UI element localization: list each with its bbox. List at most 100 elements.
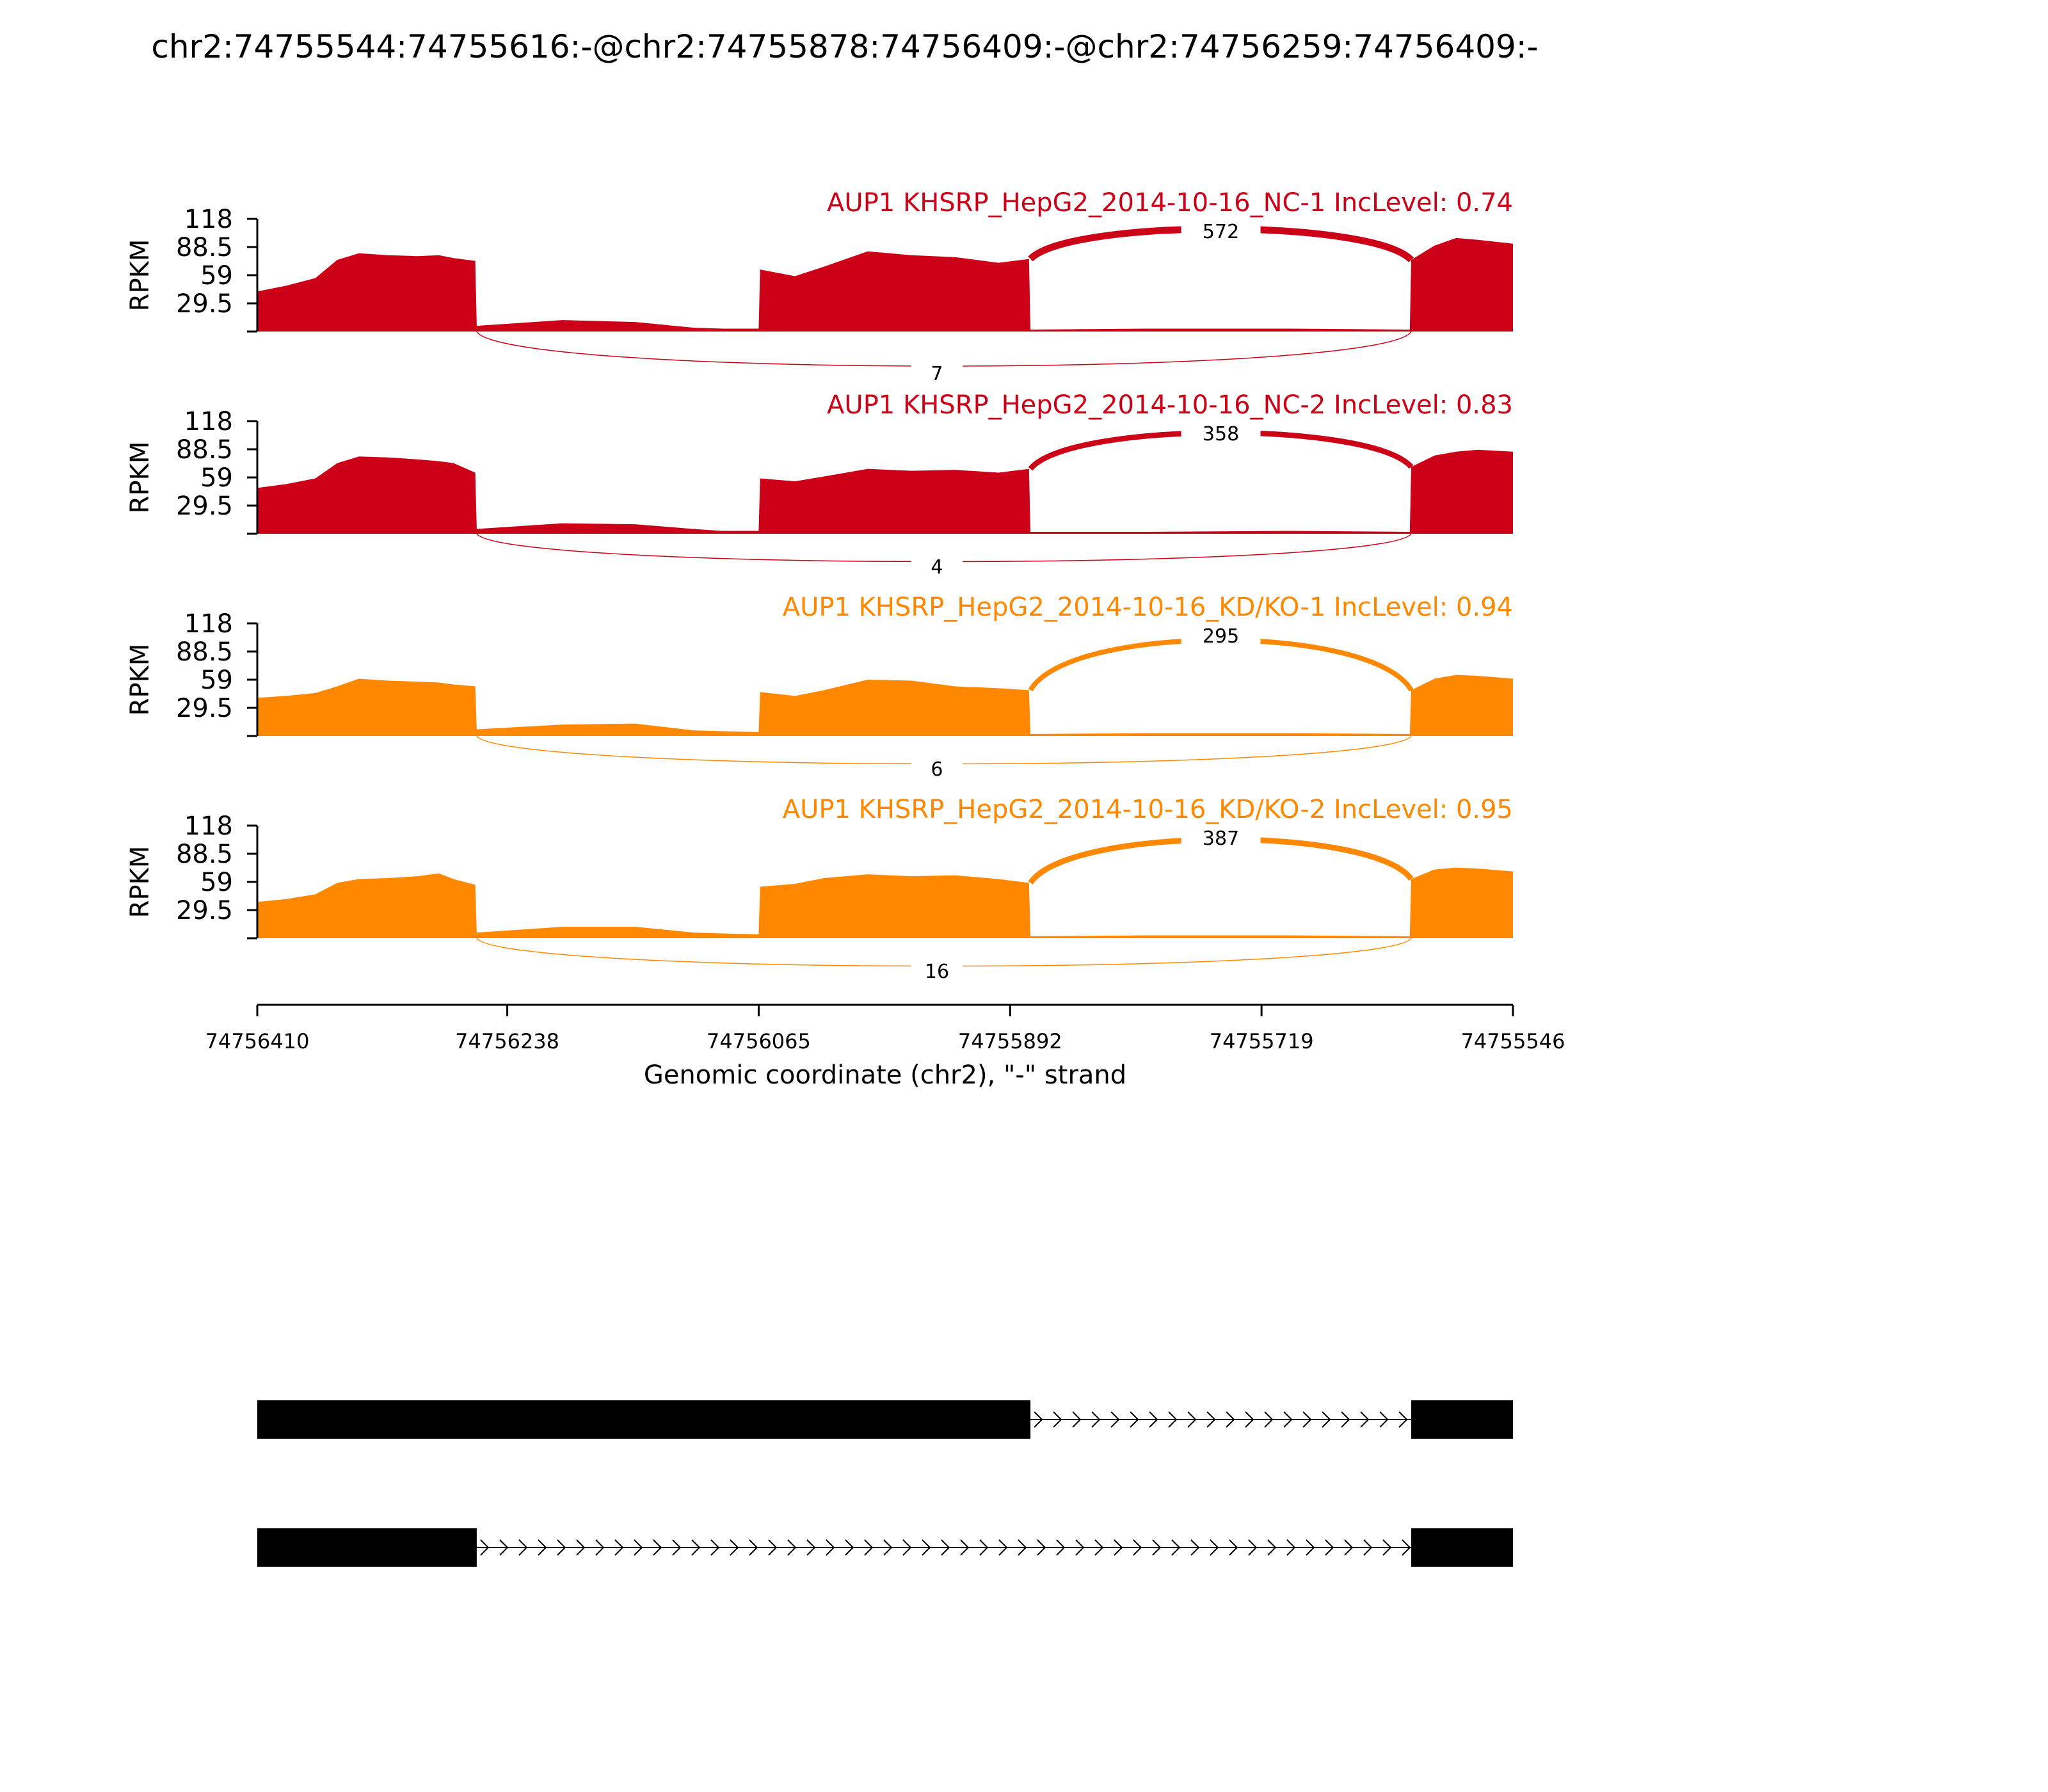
junction-label-bg [1181, 219, 1261, 243]
y-tick-label: 88.5 [176, 435, 233, 465]
y-tick-label: 29.5 [176, 492, 233, 521]
y-tick-label: 88.5 [176, 637, 233, 667]
y-tick-label: 29.5 [176, 896, 233, 925]
y-tick-label: 118 [184, 205, 233, 234]
strand-chevron [1187, 1411, 1197, 1428]
strand-chevron [1114, 1539, 1123, 1556]
strand-chevron [1267, 1539, 1277, 1556]
strand-chevron [1341, 1411, 1350, 1428]
strand-chevron [1149, 1411, 1158, 1428]
junction-count-label: 16 [925, 961, 949, 983]
strand-chevron [653, 1539, 662, 1556]
strand-chevron [480, 1539, 490, 1556]
strand-chevron [1091, 1411, 1101, 1428]
junction-label-bg [1181, 826, 1261, 850]
coverage-area [257, 867, 1513, 938]
strand-chevron [1171, 1539, 1181, 1556]
coverage-area [257, 237, 1513, 332]
strand-chevron [710, 1539, 720, 1556]
exon-block [1411, 1400, 1513, 1439]
isoform-row [257, 1528, 1513, 1567]
strand-chevron [1382, 1539, 1392, 1556]
strand-chevron [1248, 1539, 1258, 1556]
strand-chevron [730, 1539, 739, 1556]
junction-count-label: 6 [931, 758, 943, 781]
strand-chevron [576, 1539, 586, 1556]
strand-chevron [538, 1539, 547, 1556]
exon-block [257, 1528, 477, 1567]
y-tick-label: 59 [200, 666, 233, 695]
strand-chevron [1402, 1539, 1411, 1556]
strand-chevron [1168, 1411, 1178, 1428]
strand-chevron [960, 1539, 970, 1556]
x-tick-label: 74756238 [455, 1029, 559, 1053]
strand-chevron [1037, 1539, 1046, 1556]
strand-chevron [1245, 1411, 1254, 1428]
strand-chevron [1398, 1411, 1408, 1428]
y-tick-label: 118 [184, 609, 233, 639]
junction-label-bg [911, 961, 963, 983]
junction-count-label: 387 [1203, 828, 1239, 850]
y-tick-label: 29.5 [176, 289, 233, 319]
strand-chevron [1322, 1411, 1331, 1428]
strand-chevron [1283, 1411, 1293, 1428]
exon-block [257, 1400, 1031, 1439]
y-tick-label: 29.5 [176, 694, 233, 723]
coverage-area [257, 449, 1513, 534]
strand-chevron [1075, 1539, 1085, 1556]
strand-chevron [1210, 1539, 1219, 1556]
strand-chevron [1018, 1539, 1027, 1556]
strand-chevron [1206, 1411, 1216, 1428]
y-tick-label: 118 [184, 407, 233, 436]
y-axis-label: RPKM [125, 644, 155, 716]
strand-chevron [1363, 1539, 1373, 1556]
strand-chevron [749, 1539, 758, 1556]
strand-chevron [998, 1539, 1008, 1556]
y-tick-label: 59 [200, 868, 233, 897]
sample-title: AUP1 KHSRP_HepG2_2014-10-16_KD/KO-2 IncL… [783, 795, 1513, 824]
junction-label-bg [911, 557, 963, 579]
y-tick-label: 88.5 [176, 840, 233, 869]
x-tick-label: 74755719 [1210, 1029, 1314, 1053]
strand-chevron [691, 1539, 701, 1556]
strand-chevron [1110, 1411, 1120, 1428]
strand-chevron [1226, 1411, 1235, 1428]
strand-chevron [864, 1539, 874, 1556]
strand-chevron [1286, 1539, 1296, 1556]
strand-chevron [1053, 1411, 1062, 1428]
strand-chevron [634, 1539, 643, 1556]
sample-title: AUP1 KHSRP_HepG2_2014-10-16_NC-1 IncLeve… [827, 188, 1513, 218]
strand-chevron [826, 1539, 835, 1556]
strand-chevron [1379, 1411, 1389, 1428]
strand-chevron [1325, 1539, 1334, 1556]
strand-chevron [768, 1539, 778, 1556]
strand-chevron [1056, 1539, 1066, 1556]
strand-chevron [1133, 1539, 1142, 1556]
junction-label-bg [1181, 421, 1261, 445]
isoform-track [257, 1400, 1513, 1567]
junction-count-label: 572 [1203, 221, 1239, 243]
y-tick-label: 59 [200, 261, 233, 291]
coverage-area [257, 675, 1513, 736]
exon-block [1411, 1528, 1513, 1567]
strand-chevron [1094, 1539, 1104, 1556]
strand-chevron [902, 1539, 912, 1556]
x-axis: 74756410 74756238 74756065 74755892 74755719… [205, 1004, 1565, 1053]
sample-title: AUP1 KHSRP_HepG2_2014-10-16_NC-2 IncLeve… [827, 390, 1513, 420]
y-axis-label: RPKM [125, 442, 155, 514]
strand-chevron [1360, 1411, 1370, 1428]
strand-chevron [1344, 1539, 1354, 1556]
strand-chevron [1302, 1411, 1312, 1428]
junction-label-bg [1181, 623, 1261, 648]
y-tick-label: 59 [200, 463, 233, 493]
strand-chevron [1072, 1411, 1082, 1428]
y-axis-label: RPKM [125, 846, 155, 918]
strand-chevron [941, 1539, 950, 1556]
strand-chevron [1190, 1539, 1200, 1556]
figure-title: chr2:74755544:74755616:-@chr2:74755878:7… [151, 28, 1538, 65]
